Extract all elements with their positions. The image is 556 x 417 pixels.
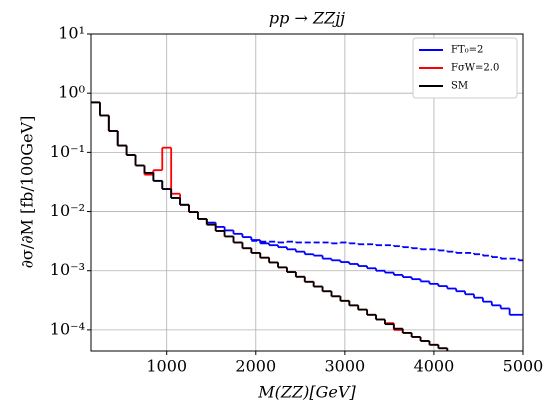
chart-title: pp → ZZjj <box>269 9 345 28</box>
y-tick-label: 10⁻³ <box>50 260 85 279</box>
plot-area <box>91 101 523 351</box>
axes-frame <box>90 33 524 352</box>
y-tick-label: 10⁻² <box>50 201 85 220</box>
x-tick-label: 2000 <box>235 357 276 376</box>
legend-label: SM <box>451 81 468 92</box>
legend-box <box>412 37 518 99</box>
legend-label: FσW=2.0 <box>451 63 499 74</box>
x-tick-label: 1000 <box>146 357 187 376</box>
x-tick-label: 3000 <box>324 357 365 376</box>
legend: FT₀=2 FσW=2.0 SM <box>412 37 518 99</box>
y-tick-label: 10⁰ <box>58 83 85 102</box>
legend-label: FT₀=2 <box>451 45 483 56</box>
x-tick-label: 5000 <box>503 357 544 376</box>
x-tick-label: 4000 <box>414 357 455 376</box>
x-axis-label: M(ZZ)[GeV] <box>257 383 356 402</box>
y-tick-label: 10⁻⁴ <box>50 319 85 338</box>
y-tick-label: 10¹ <box>58 24 85 43</box>
y-tick-label: 10⁻¹ <box>50 142 85 161</box>
y-axis-label: ∂σ/∂M [fb/100GeV] <box>18 116 37 269</box>
